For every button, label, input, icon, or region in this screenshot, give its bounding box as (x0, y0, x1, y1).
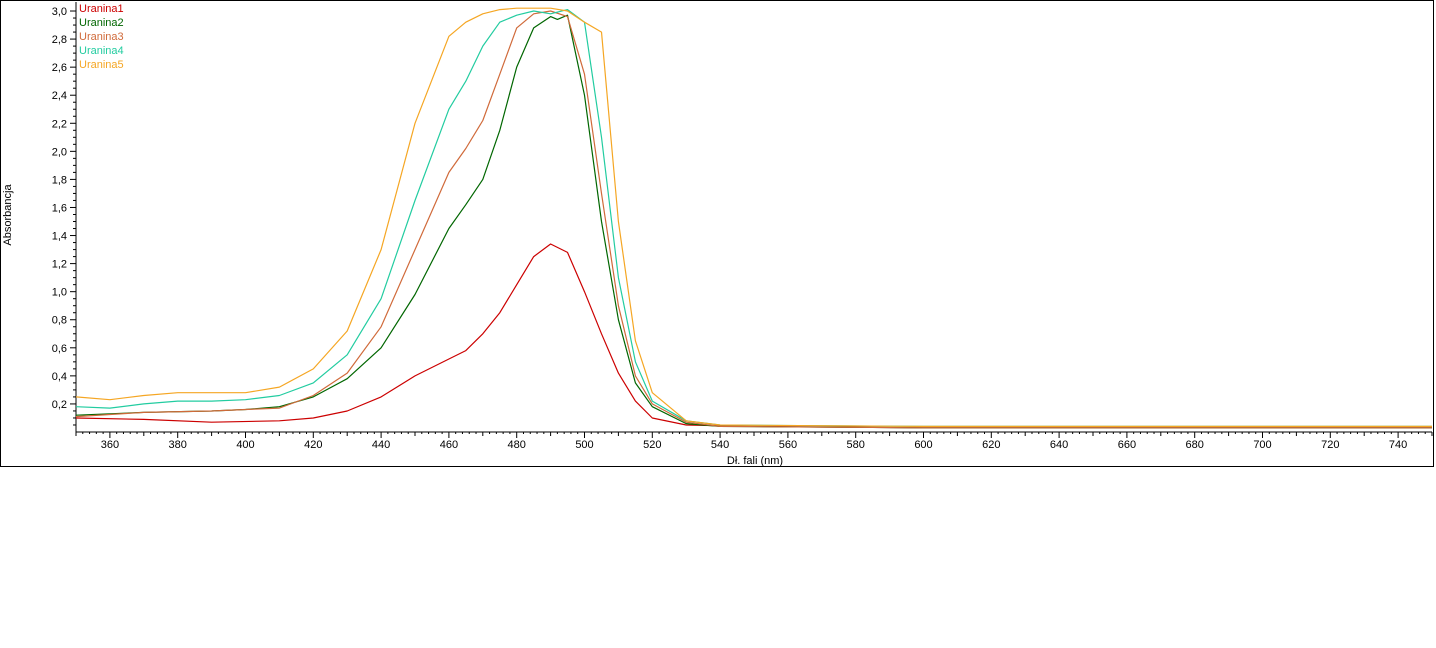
series-line-uranina2 (75, 14, 1432, 429)
y-tick-label: 2,2 (52, 118, 67, 130)
legend-entry-uranina3: Uranina3 (79, 31, 124, 43)
series-line-uranina3 (75, 10, 1432, 429)
x-tick-label: 720 (1321, 439, 1339, 451)
y-tick-label: 3,0 (52, 6, 67, 18)
x-tick-label: 560 (779, 439, 797, 451)
y-tick-label: 2,0 (52, 146, 67, 158)
y-axis-label: Absorbancja (2, 184, 14, 246)
series-lines (75, 7, 1432, 429)
y-tick-label: 1,8 (52, 174, 67, 186)
series-line-uranina5 (75, 7, 1432, 427)
x-tick-label: 660 (1118, 439, 1136, 451)
x-tick-label: 680 (1186, 439, 1204, 451)
y-tick-label: 1,2 (52, 259, 67, 271)
y-tick-label: 1,6 (52, 202, 67, 214)
x-tick-label: 360 (101, 439, 119, 451)
y-tick-label: 0,6 (52, 343, 67, 355)
x-tick-label: 700 (1253, 439, 1271, 451)
legend-entry-uranina4: Uranina4 (79, 45, 124, 57)
series-line-uranina1 (75, 243, 1432, 429)
x-tick-label: 500 (575, 439, 593, 451)
y-tick-label: 2,4 (52, 90, 67, 102)
y-tick-label: 1,4 (52, 231, 67, 243)
x-tick-label: 380 (169, 439, 187, 451)
y-tick-label: 0,8 (52, 315, 67, 327)
legend-entry-uranina1: Uranina1 (79, 3, 124, 15)
y-tick-label: 0,2 (52, 399, 67, 411)
x-tick-label: 540 (711, 439, 729, 451)
legend-entry-uranina5: Uranina5 (79, 59, 124, 71)
x-tick-label: 600 (914, 439, 932, 451)
x-tick-label: 640 (1050, 439, 1068, 451)
y-tick-label: 1,0 (52, 287, 67, 299)
x-tick-label: 400 (236, 439, 254, 451)
x-axis-label: Dł. fali (nm) (727, 455, 783, 467)
x-tick-label: 620 (982, 439, 1000, 451)
y-tick-label: 2,6 (52, 62, 67, 74)
series-line-uranina4 (75, 9, 1432, 427)
x-tick-label: 420 (304, 439, 322, 451)
legend: Uranina1 Uranina2 Uranina3 Uranina4 Uranina5 (79, 3, 124, 71)
x-tick-label: 480 (508, 439, 526, 451)
x-tick-label: 520 (643, 439, 661, 451)
y-tick-label: 2,8 (52, 34, 67, 46)
axes: 360 380 400 420 440 460 480 500 520 540 560 580 600 6… (52, 2, 1433, 451)
y-tick-label: 0,4 (52, 371, 67, 383)
x-tick-label: 740 (1389, 439, 1407, 451)
x-tick-label: 440 (372, 439, 390, 451)
absorbance-chart: 360 380 400 420 440 460 480 500 520 540 560 580 600 6… (2, 2, 1433, 467)
legend-entry-uranina2: Uranina2 (79, 17, 124, 29)
x-tick-label: 460 (440, 439, 458, 451)
x-tick-label: 580 (847, 439, 865, 451)
chart-frame (0, 0, 1434, 467)
